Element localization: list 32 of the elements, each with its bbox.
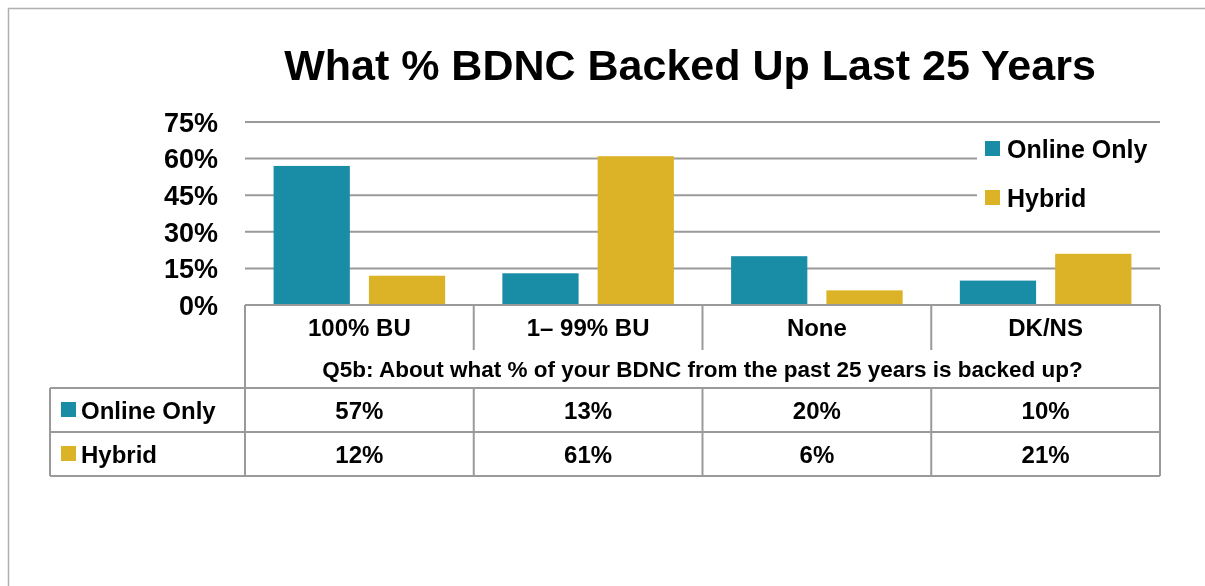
x-tick-label: DK/NS — [1008, 314, 1083, 342]
legend-label: Hybrid — [1007, 184, 1087, 212]
bar — [731, 256, 808, 305]
x-tick-label: 1– 99% BU — [526, 314, 650, 342]
data-label: 57% — [335, 396, 384, 424]
text: Hybrid — [81, 440, 158, 468]
data-label: 12% — [335, 440, 384, 468]
bar — [597, 156, 674, 305]
data-label: 13% — [564, 396, 613, 424]
y-tick-label: 15% — [163, 254, 218, 285]
bar — [273, 165, 350, 305]
y-tick-label: 30% — [163, 217, 218, 248]
y-tick-label: 45% — [163, 180, 218, 211]
chart-title: What % BDNC Backed Up Last 25 Years — [284, 41, 1096, 89]
x-axis-title: Q5b: About what % of your BDNC from the past 25 years is backed up? — [322, 357, 1083, 383]
text: Online Only — [81, 396, 216, 424]
bar — [826, 290, 903, 305]
data-label: 61% — [564, 440, 613, 468]
x-tick-label: None — [786, 314, 847, 342]
y-tick-label: 0% — [178, 290, 218, 321]
data-label: 10% — [1021, 396, 1070, 424]
data-label: 6% — [799, 440, 835, 468]
y-tick-label: 75% — [163, 107, 218, 138]
y-tick-label: 60% — [163, 144, 218, 175]
legend-label: Online Only — [1007, 135, 1148, 163]
bar — [502, 273, 579, 305]
x-tick-label: 100% BU — [308, 314, 411, 342]
data-label: 20% — [792, 396, 841, 424]
data-label: 21% — [1021, 440, 1070, 468]
bar — [959, 280, 1037, 305]
bar — [1055, 253, 1132, 305]
bar — [368, 275, 446, 305]
